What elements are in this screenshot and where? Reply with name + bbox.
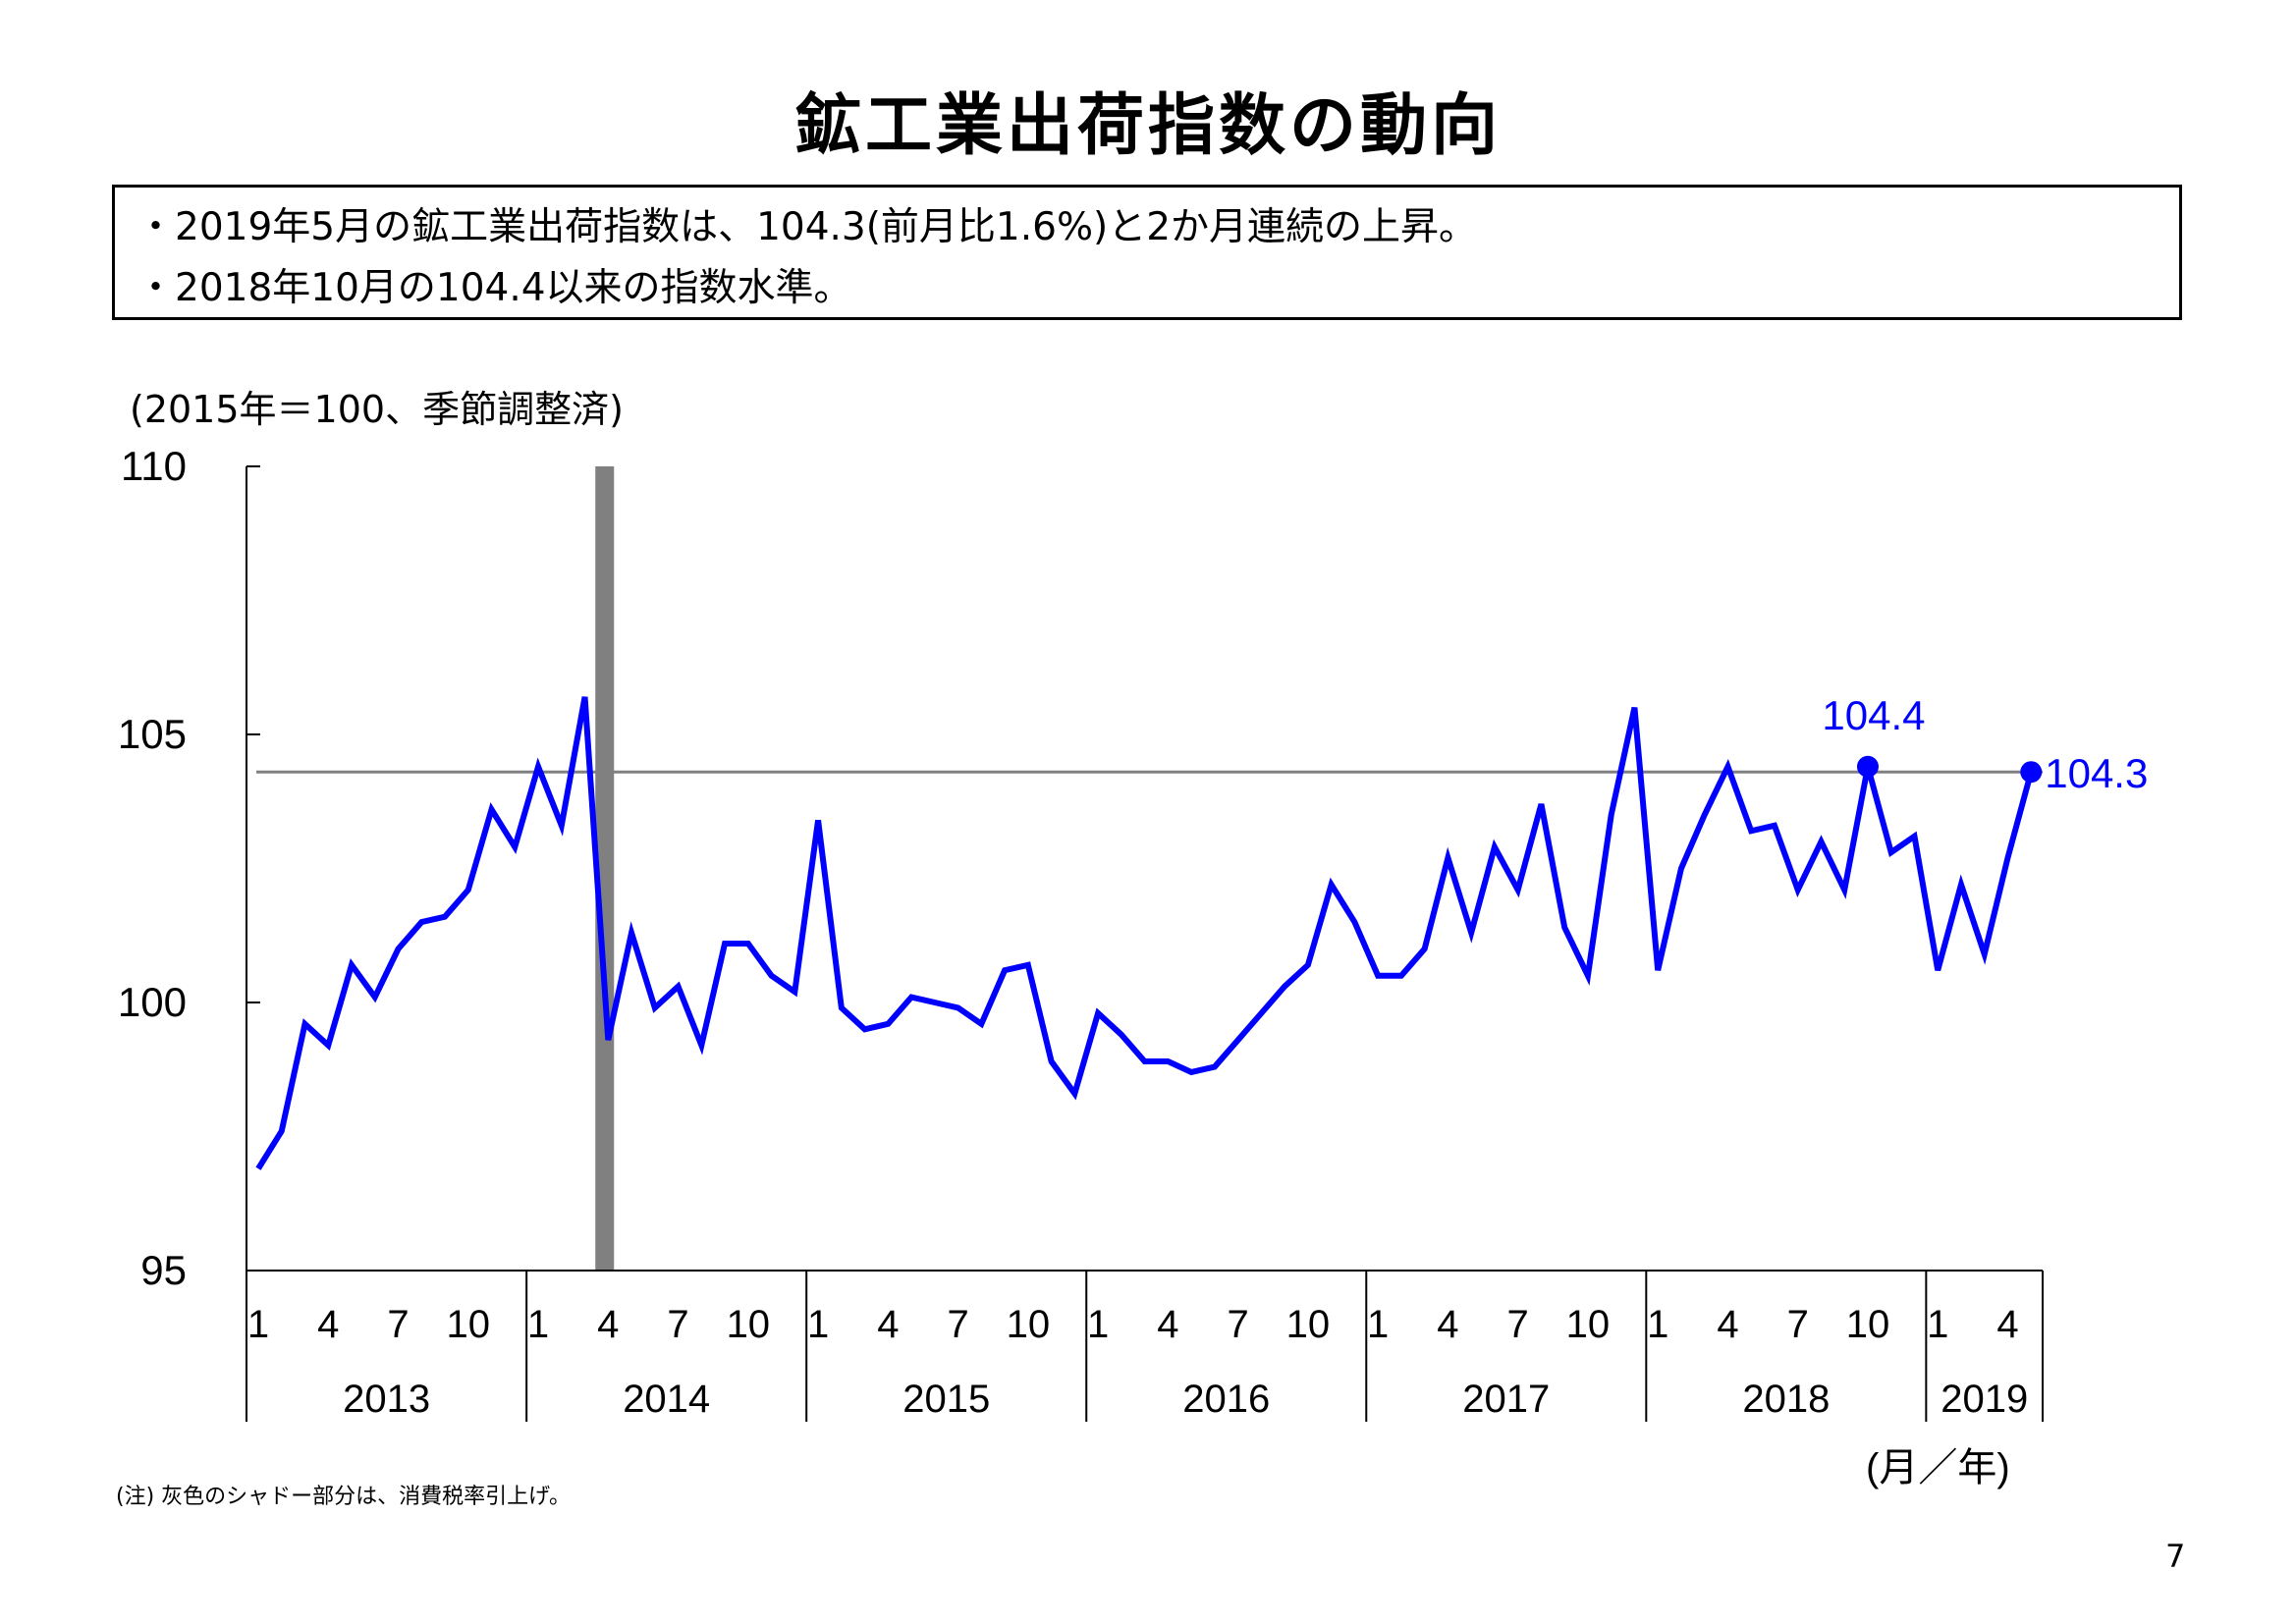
month-tick-label: 7 [1507,1303,1529,1346]
month-tick-label: 10 [1566,1303,1611,1346]
month-tick-label: 7 [947,1303,968,1346]
month-tick-label: 7 [387,1303,409,1346]
year-tick-label: 2016 [1182,1378,1270,1421]
month-tick-label: 4 [597,1303,619,1346]
year-tick-label: 2014 [623,1378,710,1421]
month-tick-label: 4 [1437,1303,1458,1346]
series-line [255,696,2035,1170]
year-tick-label: 2015 [902,1378,990,1421]
year-tick-label: 2017 [1462,1378,1550,1421]
year-tick-label: 2019 [1941,1378,2028,1421]
month-tick-label: 7 [667,1303,688,1346]
summary-line-2: ・2018年10月の104.4以来の指数水準。 [137,266,852,310]
annotation-point [1856,755,1879,778]
footnote: (注) 灰色のシャドー部分は、消費税率引上げ。 [116,1485,572,1509]
month-tick-label: 7 [1787,1303,1809,1346]
month-tick-label: 1 [807,1303,829,1346]
month-tick-label: 10 [1846,1303,1890,1346]
month-tick-label: 10 [447,1303,491,1346]
month-tick-label: 4 [877,1303,899,1346]
month-tick-label: 4 [1157,1303,1178,1346]
month-tick-label: 1 [1647,1303,1668,1346]
month-tick-label: 1 [1087,1303,1109,1346]
y-tick-label: 100 [118,979,187,1025]
y-tick-label: 110 [121,443,187,489]
annotation-label: 104.4 [1822,692,1925,738]
annotation-markers: 104.4 104.3 [1822,692,2148,796]
tax-hike-shade [595,466,615,1271]
annotation-label: 104.3 [2045,750,2148,796]
year-tick-label: 2013 [343,1378,430,1421]
x-axis-unit-label: (月／年) [1866,1446,2010,1489]
summary-line-1: ・2019年5月の鉱工業出荷指数は、104.3(前月比1.6%)と2か月連続の上… [137,205,1478,249]
y-tick-label: 105 [118,711,187,757]
month-tick-label: 4 [1996,1303,2018,1346]
month-tick-label: 10 [1286,1303,1331,1346]
month-tick-label: 1 [527,1303,549,1346]
annotation-point [2020,761,2043,784]
month-tick-label: 1 [1927,1303,1948,1346]
month-tick-label: 1 [247,1303,269,1346]
month-tick-label: 4 [1717,1303,1738,1346]
page-number: 7 [2165,1538,2186,1575]
page-title: 鉱工業出荷指数の動向 [793,87,1502,165]
month-tick-label: 7 [1228,1303,1249,1346]
month-tick-label: 1 [1367,1303,1389,1346]
y-tick-labels: 95 100 105 110 [118,443,187,1293]
month-tick-label: 4 [317,1303,339,1346]
year-tick-label: 2018 [1742,1378,1830,1421]
month-tick-label: 10 [727,1303,771,1346]
axes [246,465,2044,1422]
summary-box: ・2019年5月の鉱工業出荷指数は、104.3(前月比1.6%)と2か月連続の上… [112,185,2182,320]
month-tick-label: 10 [1007,1303,1051,1346]
y-tick-label: 95 [140,1247,187,1293]
unit-note: (2015年＝100、季節調整済) [130,388,624,431]
